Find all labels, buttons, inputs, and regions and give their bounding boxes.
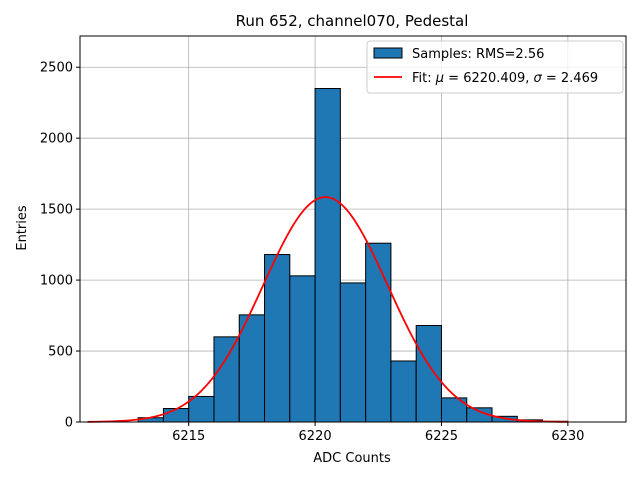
fit-curve — [87, 196, 568, 423]
legend-fit-mu-symbol: μ — [435, 71, 444, 86]
histogram-bar — [415, 325, 442, 423]
legend-label-samples: Samples: RMS=2.56 — [412, 47, 544, 62]
plot-frame — [79, 35, 627, 423]
legend-fit-sigma-symbol: σ — [534, 71, 543, 86]
legend-box — [366, 40, 624, 94]
y-tick-label: 500 — [48, 345, 73, 360]
x-axis-label: ADC Counts — [313, 451, 391, 466]
fit-curve-group — [87, 196, 568, 423]
y-axis-label: Entries — [15, 205, 30, 251]
histogram-bar — [289, 275, 316, 423]
legend-fit-prefix: Fit: — [412, 71, 436, 86]
chart-title: Run 652, channel070, Pedestal — [236, 12, 469, 30]
histogram-bar — [365, 242, 392, 423]
x-axis-ticks: 6215 6220 6225 6230 — [172, 422, 584, 444]
y-tick-label: 2000 — [40, 132, 73, 147]
legend: Samples: RMS=2.56 Fit: μ = 6220.409, σ =… — [366, 40, 624, 94]
x-tick-label: 6220 — [299, 429, 332, 444]
histogram-bar — [162, 408, 190, 423]
histogram-bar — [390, 360, 417, 423]
histogram-bars — [137, 88, 569, 423]
histogram-bar — [238, 314, 266, 423]
x-tick-label: 6215 — [172, 429, 205, 444]
y-tick-label: 2500 — [40, 61, 73, 76]
histogram-bar — [188, 395, 215, 423]
legend-fit-mu-value: = 6220.409, — [444, 71, 533, 86]
histogram-bar — [314, 88, 341, 423]
legend-label-fit: Fit: μ = 6220.409, σ = 2.469 — [412, 71, 598, 86]
y-axis-ticks: 0 500 1000 1500 2000 2500 — [40, 61, 80, 431]
histogram-bar — [264, 254, 291, 423]
x-tick-label: 6230 — [551, 429, 584, 444]
legend-fit-sigma-value: = 2.469 — [542, 71, 598, 86]
x-tick-label: 6225 — [425, 429, 458, 444]
legend-swatch-samples — [373, 47, 403, 59]
y-tick-label: 0 — [65, 416, 73, 431]
histogram-bar — [339, 282, 367, 423]
histogram-bar — [213, 336, 240, 423]
y-tick-label: 1000 — [40, 274, 73, 289]
y-tick-label: 1500 — [40, 203, 73, 218]
